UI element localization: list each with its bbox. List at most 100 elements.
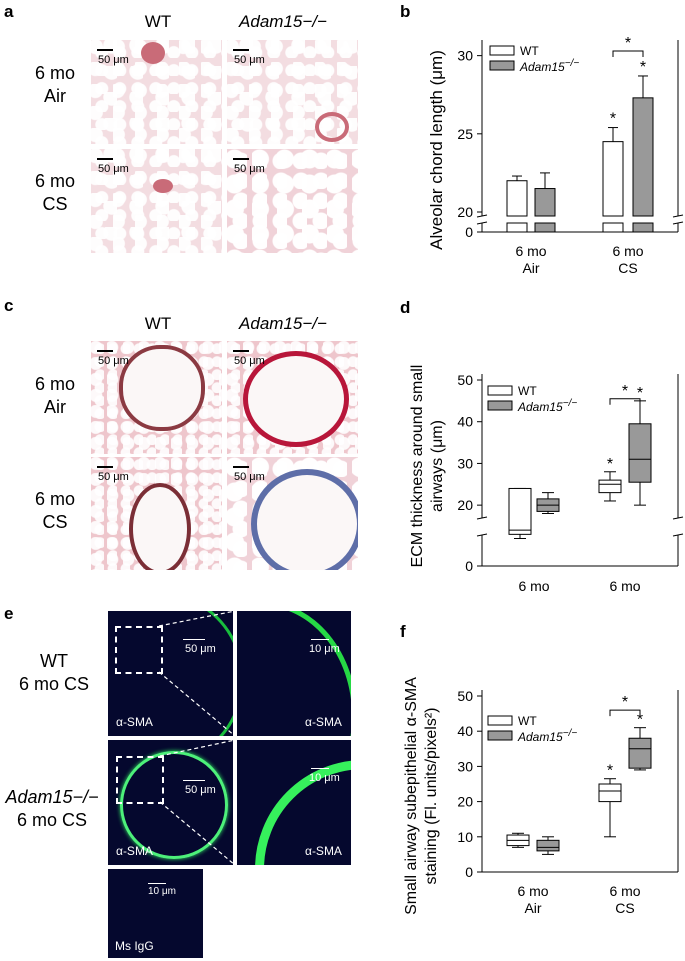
y-tick-label: 20 [457,204,473,220]
significance-star: * [607,763,613,780]
scale-label: 50 μm [98,355,129,367]
row-label-line: Air [44,397,66,417]
y-tick-label: 25 [457,126,473,142]
legend-swatch-wt [487,385,513,396]
significance-bracket [609,709,641,717]
scale-bar [97,49,113,51]
zoom-region-box [116,756,164,804]
legend-label-wt: WT [518,714,537,728]
chart-sma-staining: 0 10 20 30 40 50 Small airway subepithelial α-… [403,677,679,916]
scale-bar [183,639,205,640]
y-tick-label: 30 [457,48,473,64]
row-label-line: 6 mo CS [18,674,90,694]
row-label-air: 6 mo Air [20,373,90,419]
group-label: CS [618,260,637,276]
axis-break-mark [672,516,684,520]
significance-bracket [612,50,644,57]
y-axis-label: Small airway subepithelial α-SMA [403,677,420,915]
panel-label-b: b [400,2,411,21]
group-label: Air [525,595,542,596]
scale-label: 10 μm [309,772,340,784]
y-tick-label: 30 [457,455,473,471]
y-tick-label: 40 [457,723,473,739]
scale-bar [311,768,329,769]
scale-bar [311,639,329,640]
significance-star: * [637,385,643,402]
box [598,783,622,803]
fluorescence-wt-zoom: 10 μm α-SMA [237,611,351,736]
zoom-connectors [158,611,236,866]
bar [602,141,624,217]
group-label: 6 mo [517,883,548,899]
y-tick-label: 0 [465,558,473,574]
airway-shape [129,483,191,570]
zoom-region-box [115,626,163,674]
legend-swatch-wt [489,45,515,56]
row-label-line: 6 mo CS [16,810,88,830]
scale-bar [97,350,113,352]
vessel-shape [315,112,349,142]
fluorescence-ko-zoom: 10 μm α-SMA [237,740,351,865]
significance-star: * [622,694,628,711]
box [508,487,532,535]
micrograph-c-ko-cs: 50 μm [227,457,358,570]
legend-label-ko: Adam15−/− [519,58,579,74]
box [628,737,652,769]
zoom-line [159,801,236,866]
group-label: 6 mo [515,243,546,259]
zoom-line [159,739,236,757]
col-header-wt: WT [144,12,172,31]
box [628,423,652,483]
stain-label: α-SMA [305,844,342,858]
row-label-line: Air [44,86,66,106]
legend-swatch-ko [487,400,513,411]
group-label: CS [615,900,634,916]
fluorescence-ko-overview: 50 μm α-SMA [108,740,233,865]
legend-label-ko: Adam15−/− [517,398,577,414]
group-label: CS [615,595,634,596]
y-axis-label: airways (μm) [429,420,446,512]
box [598,479,622,494]
row-label-line: CS [42,512,68,532]
bar [506,180,528,217]
scale-bar [97,466,113,468]
row-label-line: Adam15−/− [5,787,99,807]
zoom-line [158,671,236,737]
bar-stub [602,222,624,233]
row-label-line: 6 mo [34,171,76,191]
group-label: Air [524,900,541,916]
panel-label-e: e [4,604,14,623]
significance-star: * [607,456,613,473]
scale-label: 50 μm [234,471,265,483]
stain-label: α-SMA [305,715,342,729]
scale-bar [233,158,249,160]
group-label: Air [522,260,539,276]
y-tick-label: 50 [457,372,473,388]
scale-label: 10 μm [148,886,176,897]
panel-label-d: d [400,298,411,317]
micrograph-c-wt-cs: 50 μm [91,457,222,570]
airway-shape [251,469,358,570]
row-label-wt-cs: WT 6 mo CS [4,650,104,696]
group-label: 6 mo [612,243,643,259]
y-tick-label: 50 [457,688,473,704]
airway-shape [243,351,349,447]
significance-star: * [640,59,646,76]
axis-break-mark [672,533,684,537]
legend-label-ko: Adam15−/− [517,728,577,744]
col-header-wt: WT [144,314,172,333]
significance-bracket [609,398,641,405]
vessel-shape [153,179,173,193]
col-header-adam15: Adam15−/− [239,314,327,333]
axis-break-mark [476,516,488,520]
row-label-line: WT [40,651,68,671]
legend-label-wt: WT [518,384,537,398]
chart-alveolar-chord-length: 20 25 30 0 Alveolar chord length (μm) * * * WTAd… [427,35,684,276]
bar-stub [534,222,556,233]
box [536,839,560,852]
y-tick-label: 30 [457,758,473,774]
bar-stub [632,222,654,233]
scale-bar [233,49,249,51]
scale-bar [97,158,113,160]
y-tick-label: 40 [457,414,473,430]
